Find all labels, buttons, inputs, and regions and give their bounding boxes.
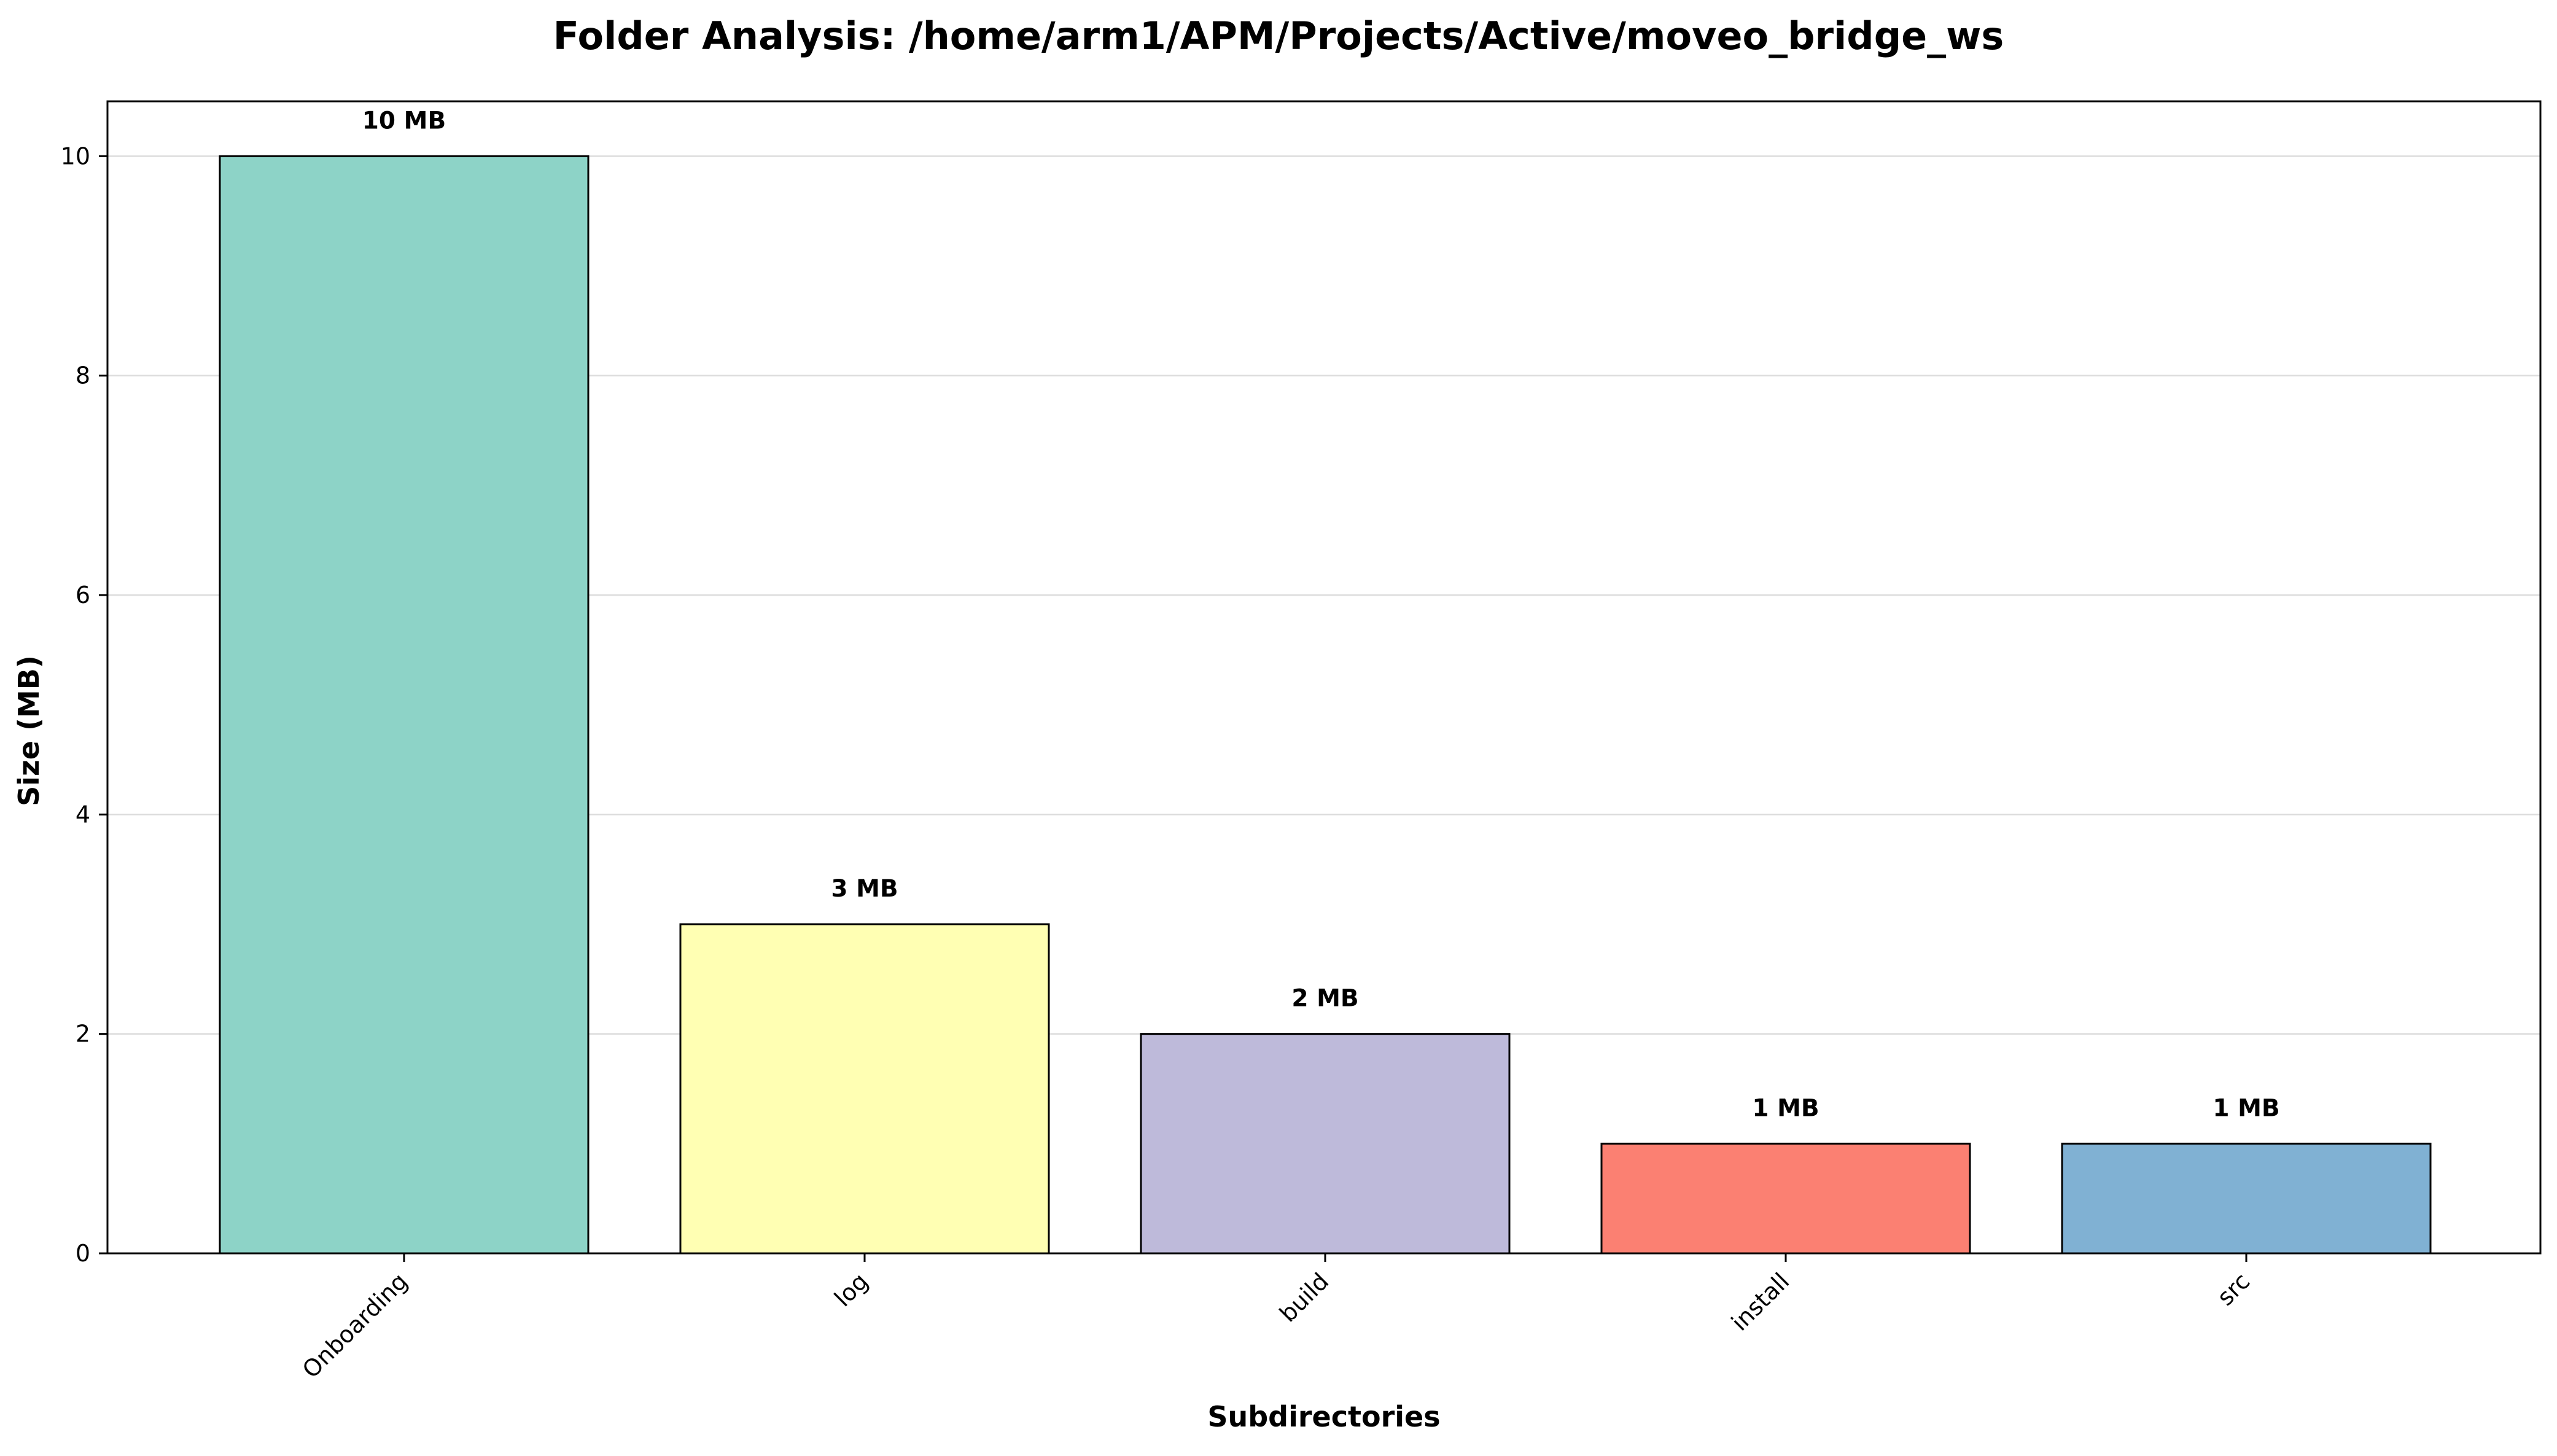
- y-tick-label: 8: [76, 362, 90, 389]
- bar-build: [1140, 1033, 1511, 1255]
- y-tick-label: 6: [76, 582, 90, 609]
- y-tick-label: 0: [76, 1240, 90, 1267]
- bars-layer: [219, 155, 2432, 1255]
- x-axis-label: Subdirectories: [1207, 1400, 1440, 1433]
- y-axis-ticks: 0 2 4 6 8 10: [61, 142, 107, 1267]
- chart-title: Folder Analysis: /home/arm1/APM/Projects…: [553, 14, 2004, 58]
- data-label-onboarding: 10 MB: [362, 107, 446, 134]
- y-axis-label: Size (MB): [12, 655, 45, 806]
- data-label-log: 3 MB: [831, 875, 898, 903]
- data-labels-layer: 10 MB 3 MB 2 MB 1 MB 1 MB: [362, 107, 2280, 1122]
- data-label-src: 1 MB: [2213, 1094, 2279, 1122]
- data-label-install: 1 MB: [1752, 1094, 1819, 1122]
- y-tick-label: 4: [76, 801, 90, 828]
- y-tick-label: 2: [76, 1021, 90, 1048]
- plot-frame: [106, 100, 2542, 1255]
- bar-log: [679, 923, 1050, 1255]
- bar-onboarding: [219, 155, 590, 1255]
- data-label-build: 2 MB: [1291, 985, 1358, 1013]
- y-tick-label: 10: [61, 142, 90, 169]
- bar-install: [1600, 1142, 1971, 1255]
- bar-src: [2061, 1142, 2432, 1255]
